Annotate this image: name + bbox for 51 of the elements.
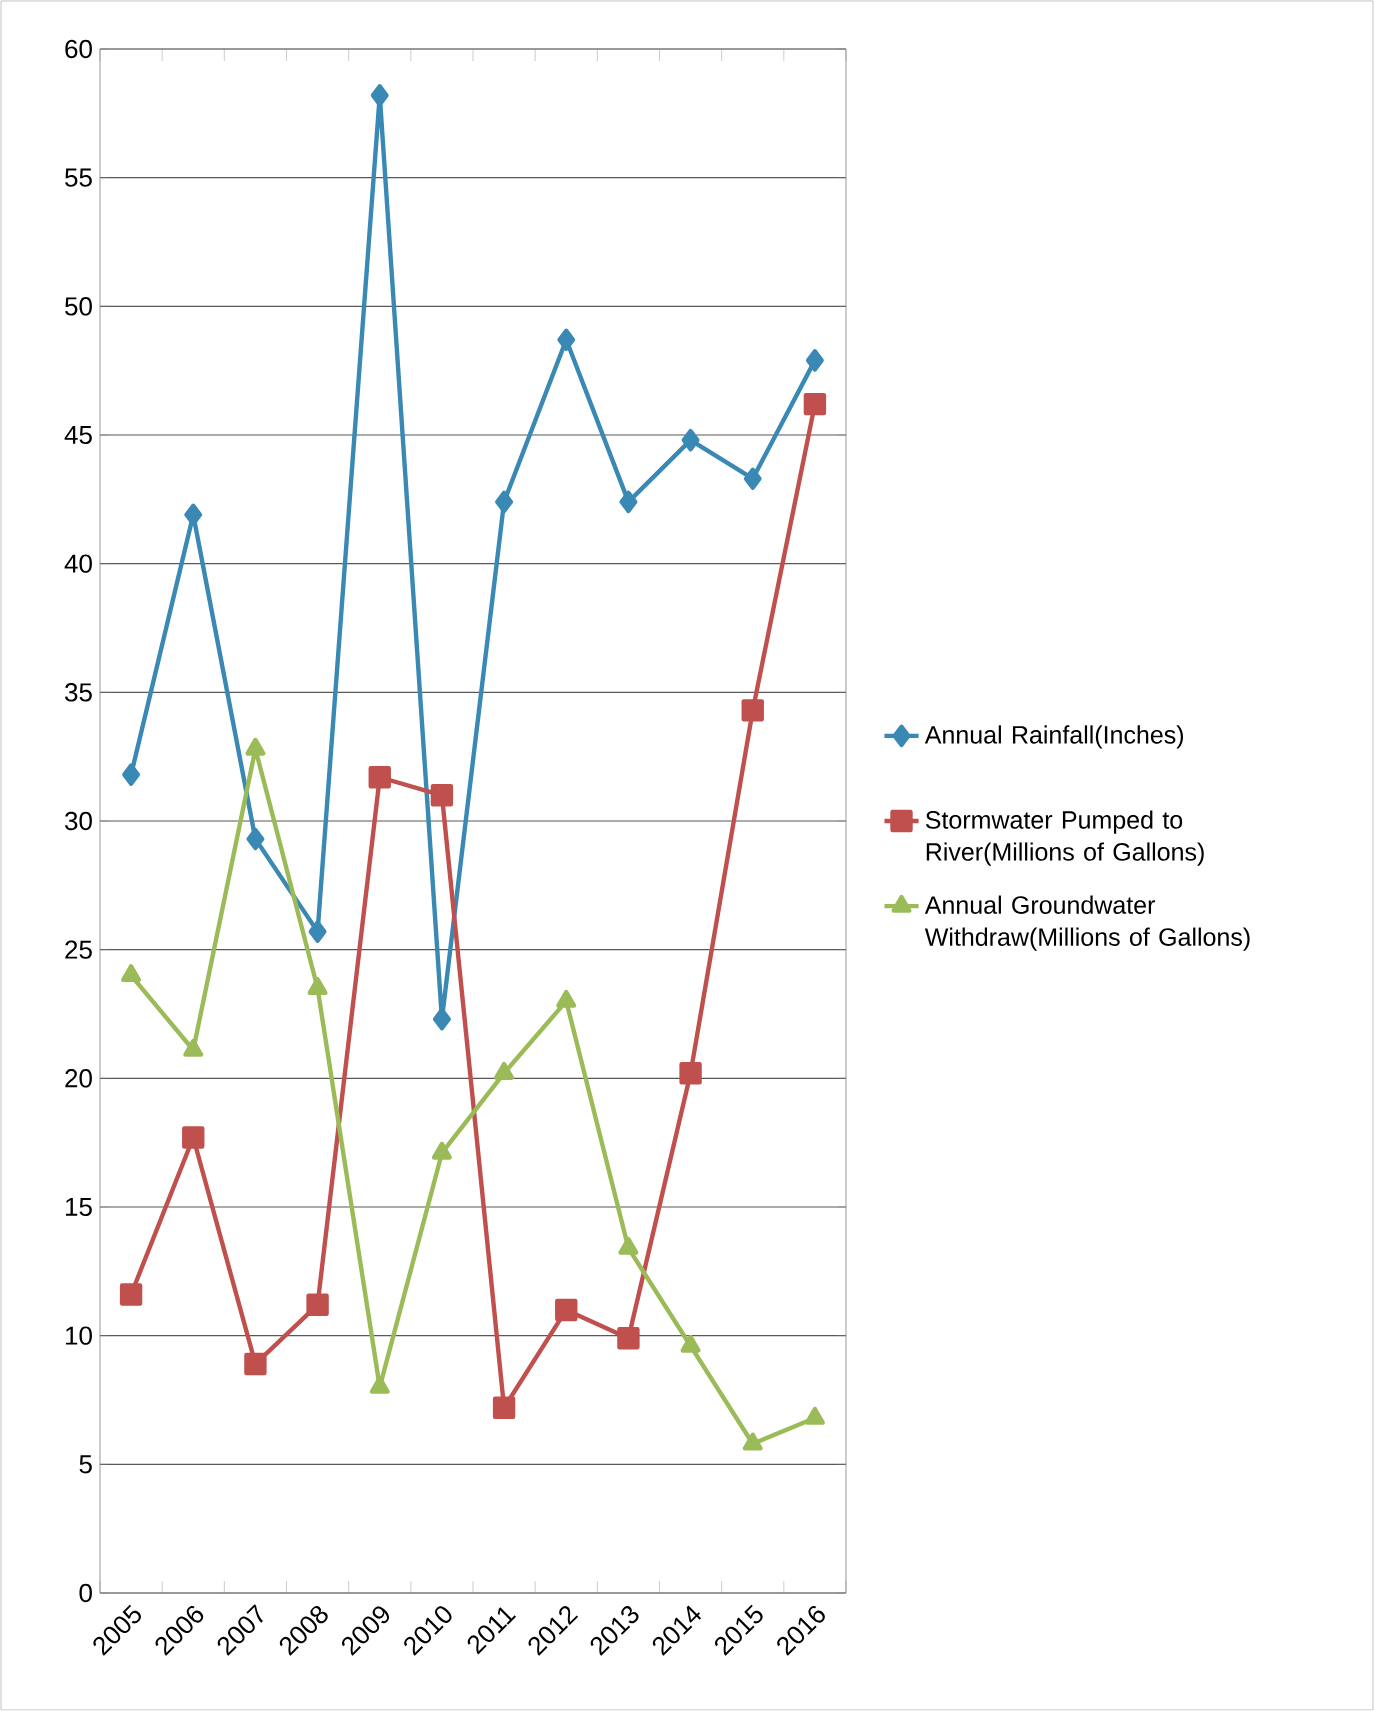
y-tick-label: 5 <box>79 1455 92 1474</box>
point <box>244 1352 267 1376</box>
point <box>679 1061 702 1085</box>
y-tick-label: 60 <box>65 39 92 59</box>
point <box>743 467 762 490</box>
y-tick-label: 25 <box>65 940 92 959</box>
y-tick-label: 40 <box>64 554 92 573</box>
point <box>741 699 764 722</box>
y-tick-label: 30 <box>65 811 92 831</box>
point <box>494 1061 515 1080</box>
point <box>617 1327 640 1350</box>
point <box>803 392 827 416</box>
point <box>121 964 142 983</box>
point <box>804 1406 825 1425</box>
y-tick-label: 10 <box>65 1326 92 1345</box>
point <box>742 1432 763 1451</box>
point <box>306 1293 329 1316</box>
legend-label: Annual Rainfall(Inches) <box>924 725 1184 749</box>
point <box>618 1236 639 1255</box>
point <box>370 84 389 107</box>
point <box>556 989 577 1008</box>
point <box>308 920 327 943</box>
y-tick-label: 15 <box>65 1197 92 1217</box>
y-tick-label: 0 <box>79 1583 92 1603</box>
legend-label: Stormwater Pumped to River(Millions of Gallons) <box>925 810 1204 866</box>
y-tick-label: 20 <box>65 1069 92 1088</box>
y-tick-label: 45 <box>64 425 92 445</box>
point <box>492 1396 516 1419</box>
y-tick-label: 50 <box>65 297 92 316</box>
point <box>431 1141 452 1160</box>
y-tick-label: 55 <box>65 168 92 187</box>
point <box>555 1298 578 1322</box>
point <box>430 784 454 807</box>
point <box>307 977 328 995</box>
point <box>119 1283 143 1306</box>
point <box>619 490 638 514</box>
point <box>368 766 391 789</box>
point <box>557 328 576 351</box>
point <box>680 1334 701 1353</box>
legend-label: Annual Groundwater Withdraw(Millions of Gallons) <box>924 895 1250 951</box>
point <box>681 428 700 452</box>
point <box>182 1126 205 1149</box>
point <box>184 503 203 526</box>
point <box>245 737 266 756</box>
point <box>432 1007 451 1031</box>
point <box>805 349 824 372</box>
point <box>246 827 265 851</box>
point <box>495 490 514 514</box>
point <box>122 763 141 786</box>
point <box>183 1038 204 1057</box>
y-tick-label: 35 <box>65 683 92 702</box>
